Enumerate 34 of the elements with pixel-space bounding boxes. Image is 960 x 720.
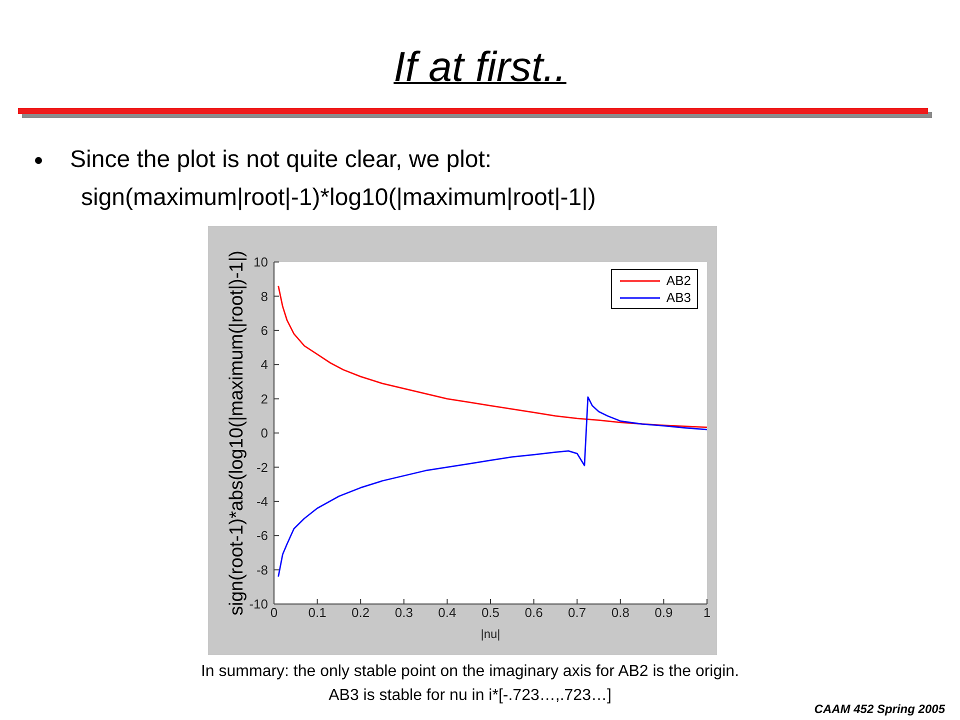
line-series	[278, 285, 707, 428]
y-tick-label: 6	[260, 323, 268, 338]
x-tick-label: 0.1	[308, 605, 326, 620]
y-tick-label: 4	[260, 357, 268, 372]
x-axis-title: |nu|	[480, 627, 500, 641]
legend-label: AB3	[666, 290, 691, 305]
y-tick-label: 8	[260, 288, 268, 304]
text: AB3 is stable for nu in i*[-.723…,.723…]	[328, 687, 612, 704]
x-tick-label: 0	[270, 605, 278, 620]
chart-subtitle: Since the plot is not quite clear, we plot:	[70, 146, 492, 174]
y-tick-label: -10	[249, 596, 268, 612]
x-tick-label: 0.8	[611, 605, 630, 620]
legend-label: AB2	[666, 273, 691, 288]
text: CAAM 452 Spring 2005	[814, 701, 945, 717]
x-tick-label: 0.3	[394, 605, 413, 620]
chart-title: If at first..	[392, 42, 568, 92]
x-tick-label: 1	[703, 605, 711, 620]
y-axis-title: sign(root-1)*abs(log10(|maximum(|root|)-1|)	[226, 250, 248, 616]
x-tick-label: 0.7	[568, 605, 586, 620]
y-tick-label: -4	[256, 494, 268, 510]
x-tick-label: 0.6	[524, 605, 543, 620]
y-tick-label: -6	[256, 528, 268, 544]
text: sign(maximum|root|-1)*log10(|maximum|root|-1|)	[81, 184, 596, 212]
x-tick-label: 0.9	[654, 605, 673, 620]
y-tick-label: 0	[260, 426, 268, 441]
y-tick-label: 2	[260, 391, 268, 406]
x-tick-label: 0.2	[352, 605, 370, 620]
x-tick-label: 0.4	[438, 605, 456, 620]
y-tick-label: -8	[256, 562, 268, 578]
y-tick-label: -2	[256, 460, 268, 475]
line-series	[278, 396, 707, 578]
x-tick-label: 0.5	[481, 605, 500, 620]
text: In summary: the only stable point on the imaginary axis for AB2 is the origin.	[200, 662, 740, 682]
y-tick-label: 10	[254, 254, 268, 270]
